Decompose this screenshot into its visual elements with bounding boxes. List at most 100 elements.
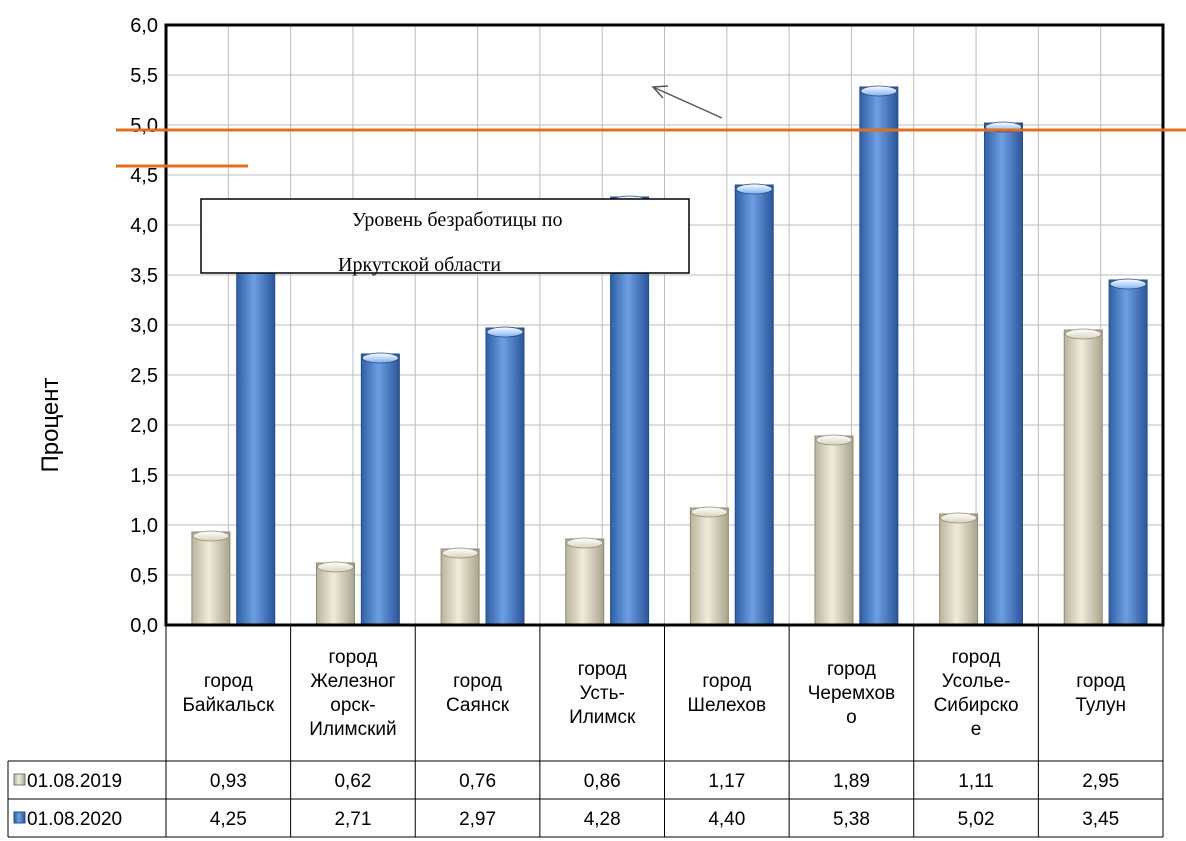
- y-tick-label: 3,5: [130, 265, 158, 287]
- y-tick-label: 4,0: [130, 215, 158, 237]
- category-label: город: [952, 647, 1001, 668]
- bar-2019: [939, 512, 979, 626]
- reference-line-group: [116, 128, 1186, 168]
- data-table: город Байкальск город Железног орск- Илимский…: [7, 625, 1164, 838]
- y-tick-label: 1,5: [130, 465, 158, 487]
- bar-cap: [192, 530, 230, 542]
- category-label: город: [827, 659, 876, 680]
- series-name: 01.08.2020: [27, 809, 122, 830]
- data-cell: 2,95: [1082, 771, 1119, 792]
- bar-2019: [1063, 328, 1103, 626]
- category-label: Усть-: [580, 683, 625, 704]
- category-label: орск-: [330, 695, 375, 716]
- bar-cap: [566, 537, 604, 549]
- bar-2020: [734, 183, 774, 626]
- data-cell: 2,71: [334, 809, 371, 830]
- y-tick-label: 5,0: [130, 115, 158, 137]
- category-label: город: [1076, 671, 1125, 692]
- bar-cap: [317, 561, 354, 573]
- bar-cap: [1109, 278, 1147, 290]
- data-cell: 0,62: [334, 771, 371, 792]
- data-cell: 4,28: [584, 809, 621, 830]
- bar-cap: [735, 183, 773, 195]
- bar-cap: [815, 434, 853, 446]
- category-label: Илимский: [309, 719, 396, 740]
- data-cell: 4,25: [210, 809, 247, 830]
- arrow-head: [651, 85, 669, 99]
- category-label: Шелехов: [688, 695, 767, 716]
- data-cell: 2,97: [459, 809, 496, 830]
- bar-2020: [859, 85, 899, 626]
- arrow-shaft: [652, 86, 723, 119]
- y-tick-label: 0,5: [130, 565, 158, 587]
- bar-body: [440, 548, 480, 626]
- annotation-text: Иркутской области: [338, 254, 501, 276]
- bar-2019: [814, 434, 854, 626]
- legend-key: [13, 773, 26, 786]
- category-label: город: [702, 671, 751, 692]
- data-cell: 1,11: [958, 771, 994, 792]
- bar-body: [360, 353, 400, 626]
- data-cell: 0,76: [459, 771, 496, 792]
- category-label: город: [578, 659, 627, 680]
- data-cell: 3,45: [1082, 809, 1119, 830]
- bar-body: [814, 435, 854, 626]
- bar-cap: [361, 352, 399, 364]
- bar-body: [565, 538, 605, 626]
- y-tick-label: 0,0: [130, 615, 158, 637]
- bars: [191, 85, 1148, 626]
- bar-2019: [689, 506, 729, 626]
- data-cell: 1,17: [708, 771, 745, 792]
- bar-body: [689, 507, 729, 626]
- category-label: Тулун: [1075, 695, 1126, 716]
- bar-cap: [1064, 328, 1102, 340]
- bar-body: [734, 184, 774, 626]
- annotation-group: Уровень безработицы по Иркутской области: [200, 85, 723, 276]
- bar-2020: [360, 352, 400, 626]
- bar-cap: [860, 85, 898, 97]
- bar-body: [1108, 279, 1148, 626]
- bar-2020: [485, 326, 525, 626]
- y-tick-label: 6,0: [130, 15, 158, 37]
- category-label: город: [204, 671, 253, 692]
- series-name: 01.08.2019: [27, 771, 122, 792]
- y-axis-label: Процент: [37, 377, 64, 472]
- data-cell: 5,02: [958, 809, 995, 830]
- bar-2019: [440, 547, 480, 626]
- bar-body: [983, 122, 1023, 626]
- category-label: Сибирско: [934, 695, 1019, 716]
- bar-2019: [565, 537, 605, 626]
- y-tick-label: 5,5: [130, 65, 158, 87]
- y-tick-label: 2,0: [130, 415, 158, 437]
- y-tick-label: 2,5: [130, 365, 158, 387]
- data-cell: 0,86: [584, 771, 621, 792]
- bar-2020: [983, 121, 1023, 626]
- category-label: е: [971, 719, 982, 740]
- category-label: Илимск: [569, 707, 636, 728]
- bar-body: [859, 86, 899, 626]
- bar-cap: [441, 547, 479, 559]
- y-tick-label: 1,0: [130, 515, 158, 537]
- y-tick-label: 4,5: [130, 165, 158, 187]
- data-cell: 0,93: [210, 771, 247, 792]
- category-label: Саянск: [446, 695, 510, 716]
- category-label: о: [846, 707, 857, 728]
- bar-body: [315, 562, 355, 626]
- annotation-box: [200, 198, 690, 274]
- category-label: город: [453, 671, 502, 692]
- category-label: Байкальск: [182, 695, 274, 716]
- annotation-text: Уровень безработицы по: [352, 209, 562, 231]
- bar-2020: [1108, 278, 1148, 626]
- bar-cap: [940, 512, 978, 524]
- category-label: Черемхов: [808, 683, 895, 704]
- bar-cap: [486, 326, 524, 338]
- category-label: Железног: [310, 671, 395, 692]
- bar-body: [1063, 329, 1103, 626]
- y-axis-ticks: 0,0 0,5 1,0 1,5 2,0 2,5 3,0 3,5 4,0 4,5 5,0 5,5 6,0: [130, 15, 158, 637]
- data-cell: 4,40: [708, 809, 745, 830]
- bar-2019: [191, 530, 231, 626]
- legend-key: [13, 811, 26, 824]
- bar-cap: [690, 506, 728, 518]
- category-label: город: [328, 647, 377, 668]
